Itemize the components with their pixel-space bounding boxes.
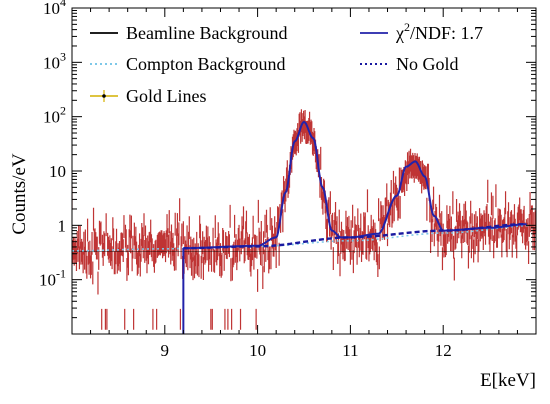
legend-item: No Gold	[360, 54, 459, 74]
legend-label: χ2/NDF: 1.7	[395, 20, 483, 43]
y-tick-label: 10-1	[39, 267, 66, 290]
y-axis-label: Counts/eV	[9, 153, 30, 235]
compton-background-line	[72, 224, 532, 252]
x-tick-label: 9	[161, 341, 170, 360]
y-tick-exponent: -1	[56, 267, 66, 281]
y-tick-exponent: 2	[60, 104, 66, 118]
legend-label-sup: 2	[404, 20, 410, 34]
legend-label: Beamline Background	[126, 23, 287, 43]
legend-label-main: χ	[395, 23, 404, 43]
x-tick-label: 10	[249, 341, 266, 360]
x-axis-label: E[keV]	[480, 370, 536, 391]
legend-item: Beamline Background	[90, 23, 287, 43]
y-tick-base: 10	[43, 108, 60, 127]
plot-area	[72, 109, 536, 334]
y-tick-label: 1	[58, 216, 67, 235]
y-tick-base: 10	[43, 0, 60, 18]
legend-label: Compton Background	[126, 54, 286, 74]
y-tick-label: 103	[43, 49, 66, 72]
no-gold-line	[183, 222, 526, 250]
y-tick-base: 10	[39, 271, 56, 290]
legend-label: No Gold	[396, 54, 459, 74]
legend-item: χ2/NDF: 1.7	[360, 20, 483, 43]
legend-swatch-marker	[102, 94, 106, 98]
legend-label: Gold Lines	[126, 86, 207, 106]
gold-lines-histogram	[72, 109, 536, 330]
y-tick-exponent: 4	[60, 0, 66, 9]
y-tick-label: 102	[43, 104, 66, 127]
data-layer	[72, 109, 536, 334]
y-tick-exponent: 3	[60, 49, 66, 63]
y-tick-base: 10	[43, 53, 60, 72]
legend-item: Gold Lines	[90, 86, 207, 106]
y-tick-label: 10	[49, 162, 66, 181]
legend-label-rest: /NDF: 1.7	[410, 23, 483, 43]
legend-item: Compton Background	[90, 54, 286, 74]
x-tick-label: 11	[342, 341, 358, 360]
y-tick-label: 104	[43, 0, 66, 18]
gold-lines-error-bars	[72, 109, 536, 330]
x-tick-label: 12	[435, 341, 452, 360]
legend: Beamline Background χ2/NDF: 1.7 Compton Ba…	[90, 20, 483, 106]
